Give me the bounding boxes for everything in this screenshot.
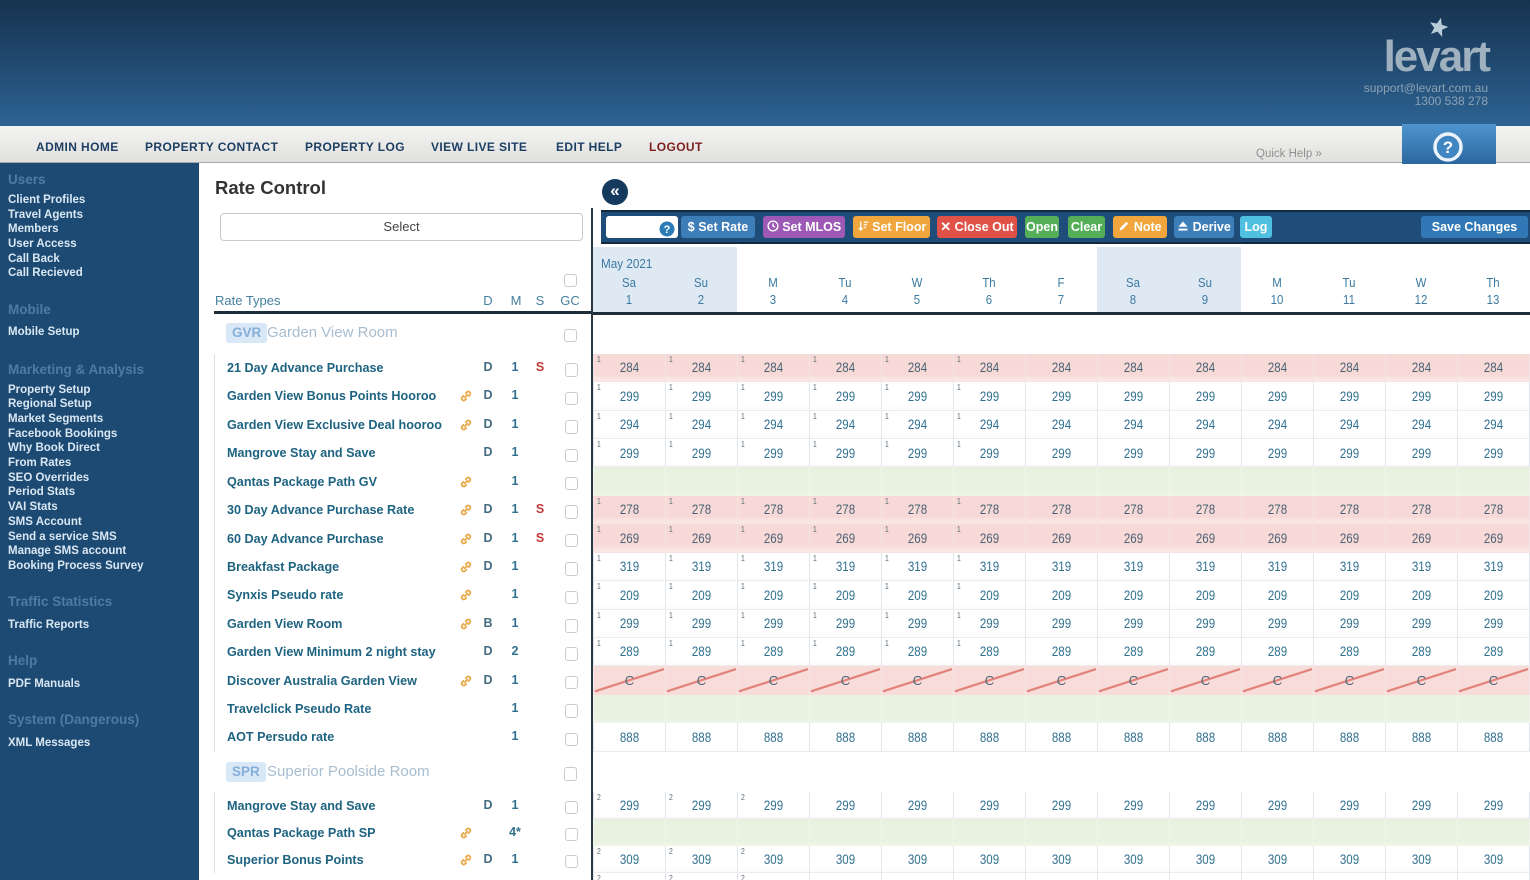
svg-text:?: ? bbox=[664, 224, 671, 236]
svg-text:?: ? bbox=[1443, 138, 1453, 157]
